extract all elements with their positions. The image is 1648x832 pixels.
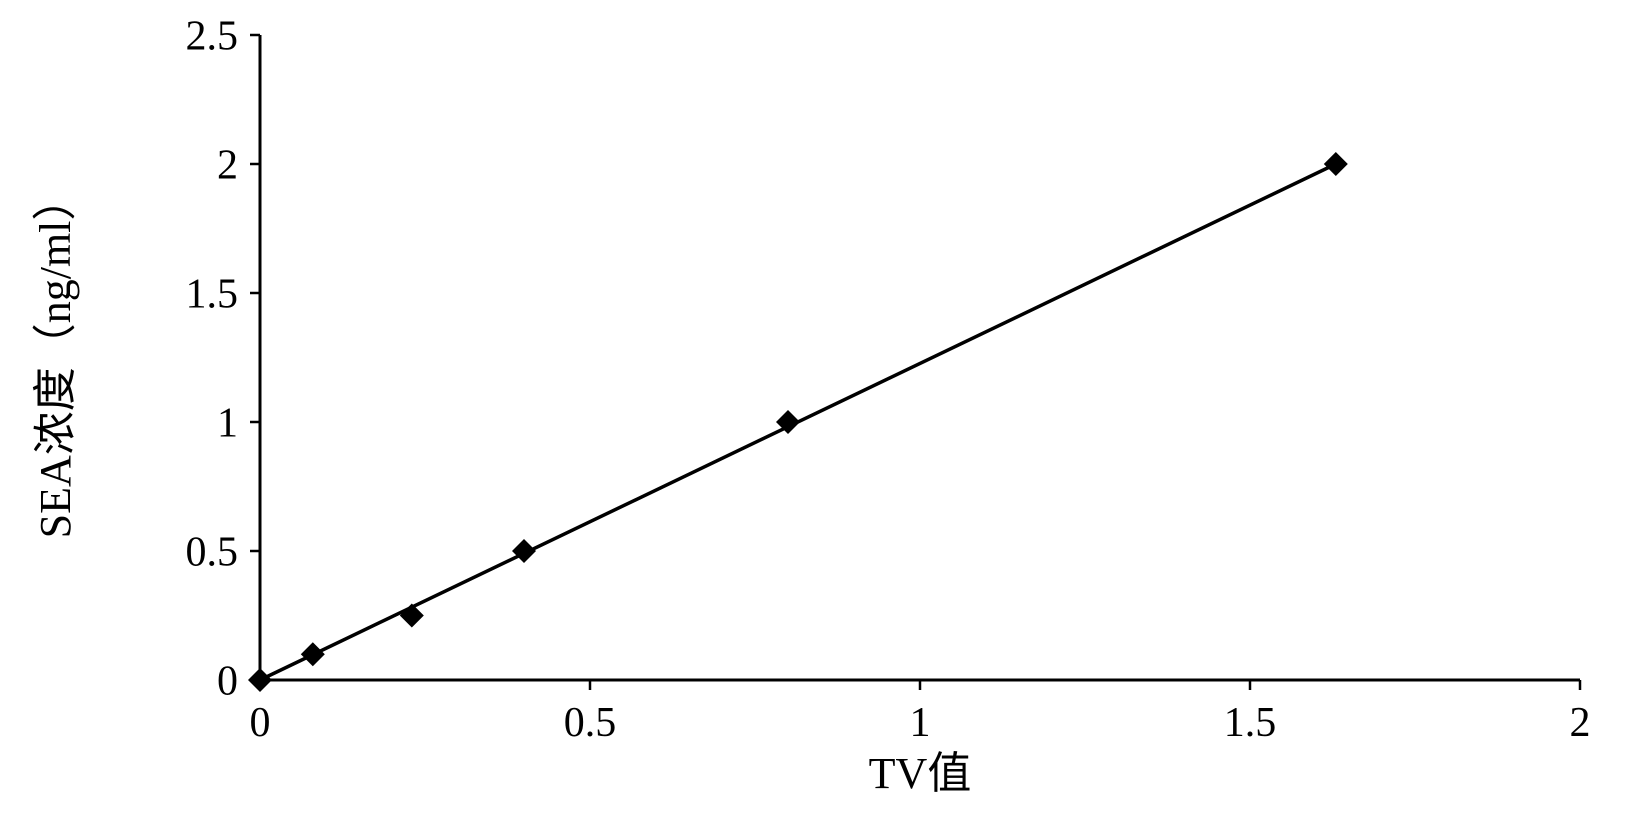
chart-container: 0 0.5 1 1.5 2 0 0.5 1 1.5 2 2.5 TV值 SEA浓度（ng/ml） [0, 0, 1648, 832]
x-axis-label: TV值 [869, 749, 972, 798]
y-tick-label: 0.5 [186, 530, 239, 576]
y-axis-label: SEA浓度（ng/ml） [31, 177, 80, 539]
y-tick-label: 1 [217, 401, 238, 447]
y-tick-label: 2 [217, 143, 238, 189]
y-tick-label: 1.5 [186, 272, 239, 318]
chart-background [0, 0, 1648, 832]
chart-svg: 0 0.5 1 1.5 2 0 0.5 1 1.5 2 2.5 TV值 SEA浓度（ng/ml） [0, 0, 1648, 832]
x-tick-label: 0.5 [564, 700, 617, 746]
x-tick-label: 1 [910, 700, 931, 746]
y-tick-label: 0 [217, 659, 238, 705]
y-tick-label: 2.5 [186, 14, 239, 60]
x-tick-label: 2 [1570, 700, 1591, 746]
x-tick-label: 0 [250, 700, 271, 746]
x-tick-label: 1.5 [1224, 700, 1277, 746]
